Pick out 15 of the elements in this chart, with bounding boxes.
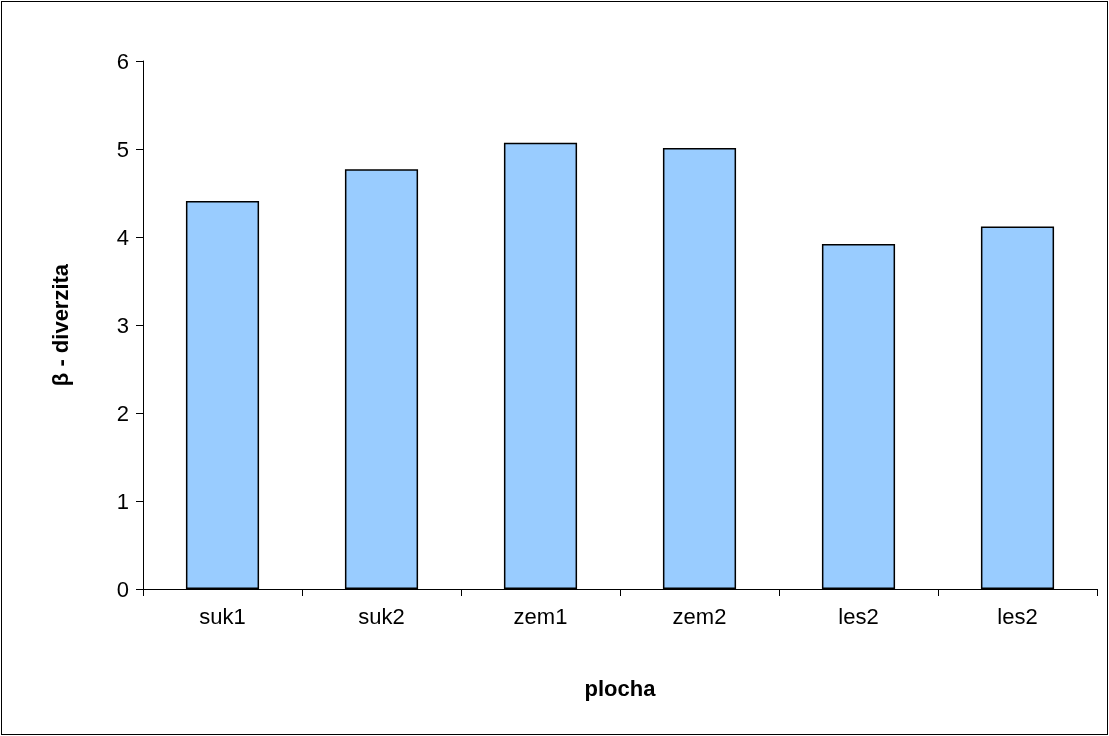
x-tick-label: suk1 [199, 603, 246, 629]
y-tick-label: 0 [116, 576, 129, 602]
y-tick-label: 4 [116, 224, 129, 250]
x-tick-label: les2 [997, 603, 1038, 629]
x-axis-title: plocha [584, 675, 657, 701]
y-axis-title: β - diverzita [47, 263, 73, 387]
x-tick-label: zem2 [672, 603, 727, 629]
y-tick-label: 5 [116, 136, 129, 162]
y-tick-label: 3 [116, 312, 129, 338]
x-tick-label: les2 [838, 603, 879, 629]
y-tick-label: 6 [116, 48, 129, 74]
x-tick-label: suk2 [358, 603, 405, 629]
x-tick-label: zem1 [513, 603, 568, 629]
y-tick-label: 2 [116, 400, 129, 426]
y-tick-label: 1 [116, 488, 129, 514]
